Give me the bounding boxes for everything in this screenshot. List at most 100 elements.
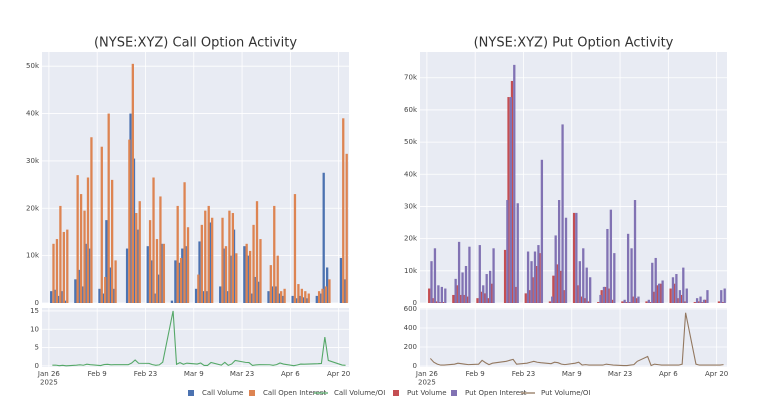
bar	[606, 228, 609, 303]
bar	[602, 286, 606, 303]
bar	[245, 243, 248, 303]
bar	[503, 249, 507, 303]
x-tick-label: Apr 6	[281, 370, 300, 378]
x-tick-label: Apr 6	[659, 370, 678, 378]
bar	[437, 285, 440, 303]
y2-tick-label: 10	[30, 325, 39, 333]
bar	[114, 260, 117, 303]
bar	[513, 64, 516, 303]
bar	[183, 182, 186, 303]
bar	[125, 248, 129, 303]
x-tick-label: Feb 9	[88, 370, 107, 378]
bar	[293, 194, 297, 303]
bar	[324, 286, 328, 303]
bar	[526, 251, 530, 303]
bar	[678, 290, 682, 303]
bar	[228, 210, 231, 303]
bar	[300, 288, 304, 303]
bar	[561, 124, 564, 304]
bar	[231, 213, 235, 303]
bar	[148, 220, 152, 303]
bar	[162, 243, 166, 303]
bar	[62, 231, 65, 303]
bar	[52, 243, 55, 303]
bar	[699, 296, 702, 303]
legend-marker	[451, 390, 457, 396]
bar	[322, 172, 325, 303]
bar	[105, 220, 108, 303]
bar	[461, 272, 464, 303]
bar	[492, 248, 495, 303]
bar	[685, 288, 688, 303]
bar	[671, 277, 675, 303]
bar	[554, 235, 557, 303]
y2-tick-label: 15	[30, 307, 39, 315]
bar	[478, 245, 481, 303]
bar	[159, 196, 162, 303]
plot-background	[42, 308, 349, 367]
bar	[342, 118, 345, 304]
bar	[533, 251, 537, 303]
bar	[221, 217, 224, 303]
bar	[654, 257, 657, 303]
x-tick-label: Jan 26 2025	[415, 370, 438, 387]
bar	[454, 278, 457, 303]
legend-marker	[393, 390, 399, 396]
bar	[194, 288, 198, 303]
bar	[717, 301, 721, 303]
bar	[255, 201, 259, 303]
y2-tick-label: 0	[35, 362, 39, 370]
bar	[219, 286, 222, 303]
bar	[695, 298, 699, 303]
bar	[50, 291, 53, 303]
bar	[197, 274, 200, 303]
bar	[79, 194, 83, 303]
bar	[176, 205, 179, 303]
bar	[259, 239, 262, 303]
y-tick-label: 70k	[404, 74, 418, 82]
line	[52, 310, 346, 367]
legend-label: Put Volume	[407, 389, 447, 397]
legend-label: Put Open Interest	[465, 389, 527, 397]
bar	[682, 267, 685, 303]
x-tick-label: Feb 9	[466, 370, 485, 378]
y-tick-label: 0	[413, 299, 417, 307]
bar	[578, 261, 581, 303]
bar	[464, 265, 468, 303]
y-tick-label: 10k	[404, 267, 418, 275]
x-tick-label: Mar 9	[562, 370, 582, 378]
bar	[524, 293, 527, 303]
bar	[609, 209, 613, 303]
y2-tick-label: 0	[413, 362, 417, 370]
bar	[248, 250, 252, 303]
bar	[675, 274, 678, 303]
bar	[613, 253, 616, 303]
bar	[235, 253, 238, 303]
bar	[485, 274, 488, 303]
bar	[200, 224, 203, 303]
y-tick-label: 50k	[404, 138, 418, 146]
bar	[552, 275, 555, 303]
bar	[131, 63, 134, 303]
bar	[572, 212, 576, 303]
bar	[647, 299, 650, 303]
bar	[633, 200, 637, 303]
x-tick-label: Apr 20	[327, 370, 350, 378]
bar	[540, 159, 544, 303]
bar	[110, 179, 114, 303]
bar	[345, 153, 348, 303]
bar	[452, 294, 455, 303]
bar	[155, 239, 159, 303]
bar	[645, 301, 648, 303]
legend-label: Put Volume/OI	[541, 389, 590, 397]
bar	[723, 288, 726, 303]
bar	[482, 285, 485, 303]
bar	[179, 258, 183, 303]
x-tick-label: Apr 20	[705, 370, 728, 378]
x-tick-label: Mar 23	[230, 370, 254, 378]
chart-title: (NYSE:XYZ) Put Option Activity	[474, 36, 674, 51]
bar	[440, 286, 443, 303]
bar	[430, 261, 433, 303]
bar	[107, 113, 110, 303]
bar	[243, 246, 246, 303]
